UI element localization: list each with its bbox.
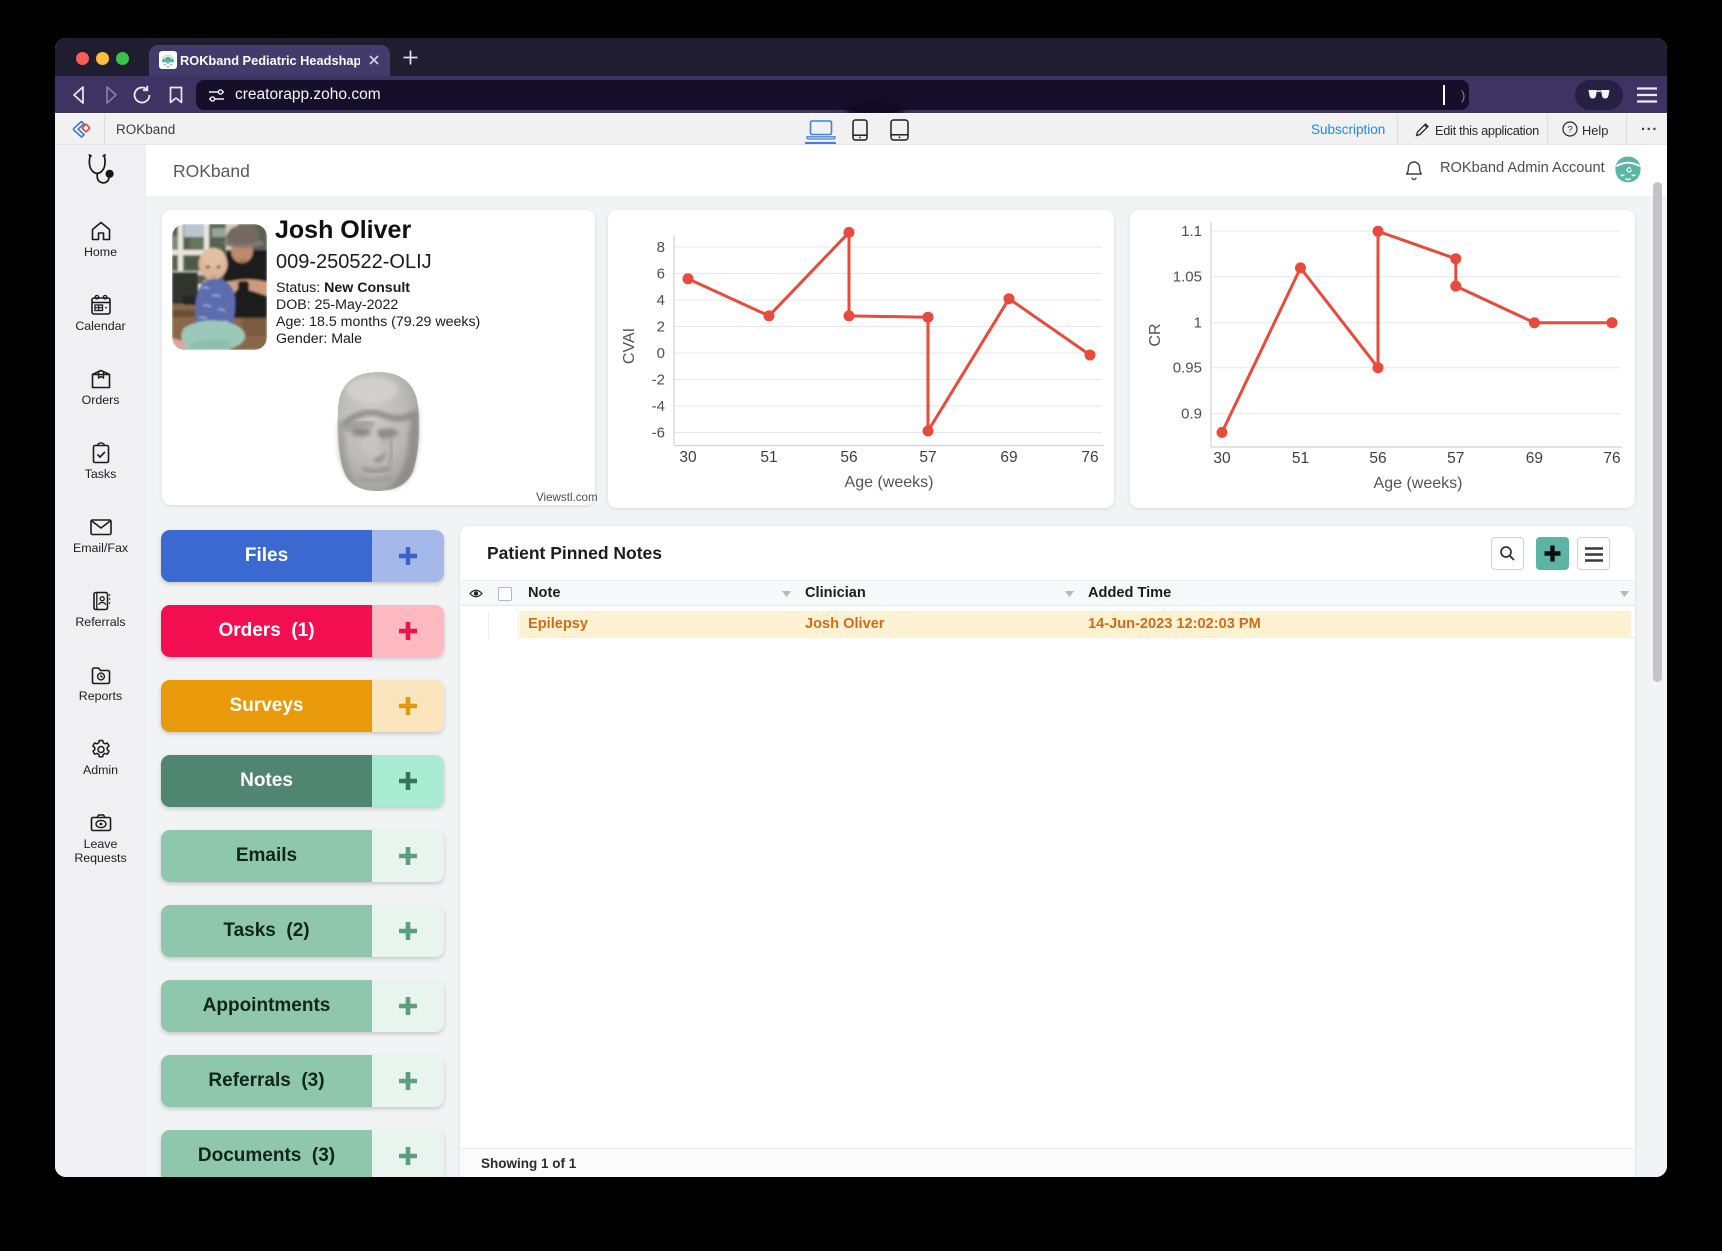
svg-text:69: 69 bbox=[1000, 449, 1017, 466]
svg-text:57: 57 bbox=[1447, 450, 1464, 467]
svg-text:6: 6 bbox=[657, 266, 665, 283]
svg-text:76: 76 bbox=[1081, 449, 1098, 466]
svg-text:0: 0 bbox=[657, 345, 665, 362]
svg-text:Age (weeks): Age (weeks) bbox=[1374, 475, 1463, 492]
svg-text:CR: CR bbox=[1147, 323, 1164, 346]
svg-text:8: 8 bbox=[657, 239, 665, 256]
svg-text:0.95: 0.95 bbox=[1173, 360, 1202, 377]
svg-text:-6: -6 bbox=[652, 425, 665, 442]
svg-text:2: 2 bbox=[657, 319, 665, 336]
svg-text:Age (weeks): Age (weeks) bbox=[845, 474, 934, 491]
svg-text:69: 69 bbox=[1526, 450, 1543, 467]
svg-text:1.05: 1.05 bbox=[1173, 269, 1202, 286]
svg-text:CVAI: CVAI bbox=[621, 328, 638, 364]
svg-text:1: 1 bbox=[1194, 315, 1202, 332]
svg-text:56: 56 bbox=[840, 449, 857, 466]
svg-text:30: 30 bbox=[679, 449, 697, 466]
svg-text:51: 51 bbox=[760, 449, 777, 466]
svg-text:56: 56 bbox=[1369, 450, 1386, 467]
svg-text:0.9: 0.9 bbox=[1181, 406, 1202, 423]
svg-text:51: 51 bbox=[1292, 450, 1309, 467]
svg-text:?: ? bbox=[1567, 124, 1572, 135]
svg-text:57: 57 bbox=[919, 449, 936, 466]
svg-text:4: 4 bbox=[657, 292, 665, 309]
svg-text:-2: -2 bbox=[652, 372, 665, 389]
svg-text:-4: -4 bbox=[652, 398, 665, 415]
svg-text:76: 76 bbox=[1603, 450, 1620, 467]
svg-text:30: 30 bbox=[1213, 450, 1231, 467]
svg-text:1.1: 1.1 bbox=[1181, 223, 1202, 240]
